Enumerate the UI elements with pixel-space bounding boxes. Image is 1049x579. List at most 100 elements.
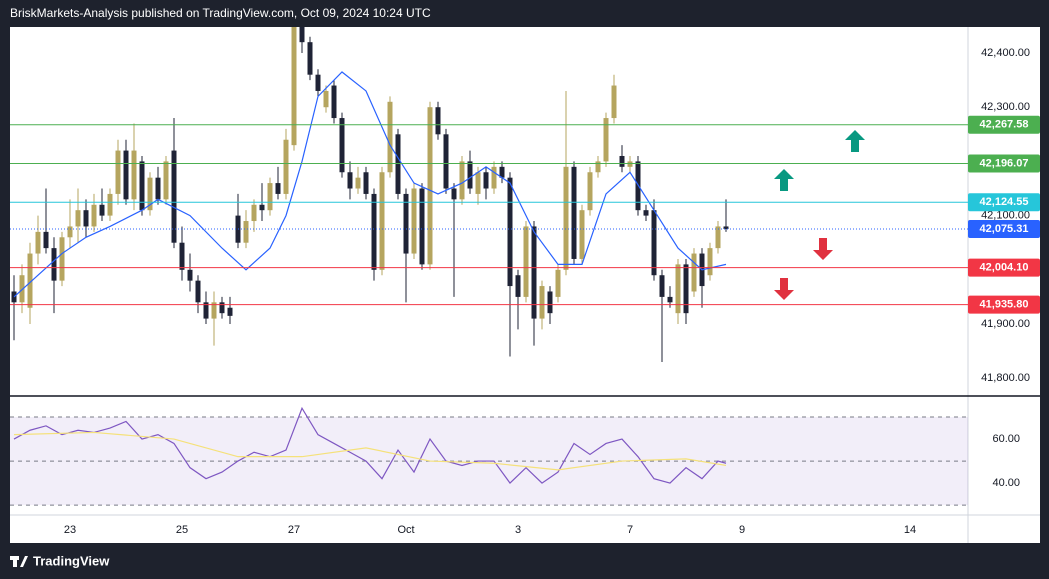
candle-body xyxy=(323,90,329,108)
candle-body xyxy=(715,226,721,249)
candle-body xyxy=(411,188,417,254)
y-tick-label: 41,800.00 xyxy=(981,372,1030,384)
candle-body xyxy=(707,248,713,276)
candle-body xyxy=(155,177,161,200)
candle-body xyxy=(627,161,633,167)
candle-body xyxy=(259,204,265,211)
candle-body xyxy=(171,150,177,243)
last-price-label: 42,075.31 xyxy=(980,223,1029,235)
candle-body xyxy=(523,226,529,297)
x-tick-label: 27 xyxy=(288,524,300,536)
candle-body xyxy=(651,210,657,276)
candle-body xyxy=(67,226,73,238)
candle-body xyxy=(147,177,153,211)
x-tick-label: 7 xyxy=(627,524,633,536)
level-label-box xyxy=(968,193,1040,212)
candle-body xyxy=(475,172,481,194)
candle-body xyxy=(467,161,473,189)
candle-body xyxy=(587,172,593,211)
level-label: 42,267.58 xyxy=(980,119,1029,131)
candle-body xyxy=(675,264,681,314)
candle-body xyxy=(99,204,105,216)
candle-body xyxy=(163,161,169,200)
header: BriskMarkets-Analysis published on Tradi… xyxy=(10,6,431,20)
x-tick-label: 25 xyxy=(176,524,188,536)
level-label: 41,935.80 xyxy=(980,299,1029,311)
candle-body xyxy=(115,150,121,194)
y-tick-label: 40.00 xyxy=(992,477,1020,489)
candle-body xyxy=(179,242,185,270)
candle-body xyxy=(515,275,521,297)
y-tick-label: 42,300.00 xyxy=(981,101,1030,113)
candle-body xyxy=(667,296,673,303)
candle-body xyxy=(563,166,569,270)
candle-body xyxy=(371,193,377,270)
candle-body xyxy=(19,275,25,303)
level-label-box xyxy=(968,154,1040,173)
footer-brand: TradingView xyxy=(33,553,110,568)
candle-body xyxy=(267,183,273,211)
candle-body xyxy=(403,193,409,254)
x-tick-label: 9 xyxy=(739,524,745,536)
candle-body xyxy=(659,275,665,297)
candle-body xyxy=(395,134,401,194)
candle-body xyxy=(339,118,345,173)
last-price-box xyxy=(968,219,1040,238)
candle-body xyxy=(571,166,577,259)
candle-body xyxy=(459,161,465,200)
candle-body xyxy=(211,302,217,319)
candle-body xyxy=(299,27,305,43)
y-tick-label: 42,400.00 xyxy=(981,47,1030,59)
candle-body xyxy=(243,221,249,243)
candle-body xyxy=(35,231,41,254)
arrow-up xyxy=(845,130,865,152)
candle-body xyxy=(379,172,385,270)
x-tick-label: Oct xyxy=(397,524,414,536)
level-label-box xyxy=(968,295,1040,314)
candle-body xyxy=(683,264,689,314)
candle-body xyxy=(251,204,257,222)
candle-body xyxy=(59,237,65,281)
indicator-line xyxy=(13,71,727,298)
candle-body xyxy=(555,269,561,297)
candle-body xyxy=(75,210,81,227)
level-label: 42,124.55 xyxy=(980,196,1029,208)
x-tick-label: 23 xyxy=(64,524,76,536)
candle-body xyxy=(27,253,33,308)
candle-body xyxy=(187,269,193,281)
candle-body xyxy=(307,42,313,75)
candle-body xyxy=(83,210,89,227)
candle-body xyxy=(139,161,145,211)
y-tick-label: 60.00 xyxy=(992,433,1020,445)
candle-body xyxy=(291,27,297,146)
candle-body xyxy=(619,155,625,167)
candle-body xyxy=(331,85,337,119)
y-tick-label: 42,100.00 xyxy=(981,210,1030,222)
candle-body xyxy=(419,188,425,265)
level-label-box xyxy=(968,258,1040,277)
candle-body xyxy=(611,85,617,119)
arrow-down xyxy=(774,278,794,300)
candle-body xyxy=(483,172,489,189)
candle-body xyxy=(315,74,321,91)
candle-body xyxy=(355,177,361,189)
candle-body xyxy=(451,188,457,200)
candle-body xyxy=(547,291,553,314)
candle-body xyxy=(43,231,49,249)
candle-body xyxy=(691,253,697,292)
candle-body xyxy=(595,161,601,173)
candle-body xyxy=(107,193,113,216)
level-label: 42,196.07 xyxy=(980,157,1029,169)
arrow-down xyxy=(813,238,833,260)
candle-body xyxy=(539,286,545,319)
candle-body xyxy=(51,248,57,281)
level-label-box xyxy=(968,115,1040,134)
candle-body xyxy=(603,118,609,162)
indicator-line xyxy=(13,406,727,484)
axes: 41,800.00 41,900.00 42,100.00 42,300.00 42,4… xyxy=(64,47,1040,536)
candle-body xyxy=(499,166,505,178)
rsi-pane xyxy=(10,406,968,506)
level-label: 42,004.10 xyxy=(980,261,1029,273)
